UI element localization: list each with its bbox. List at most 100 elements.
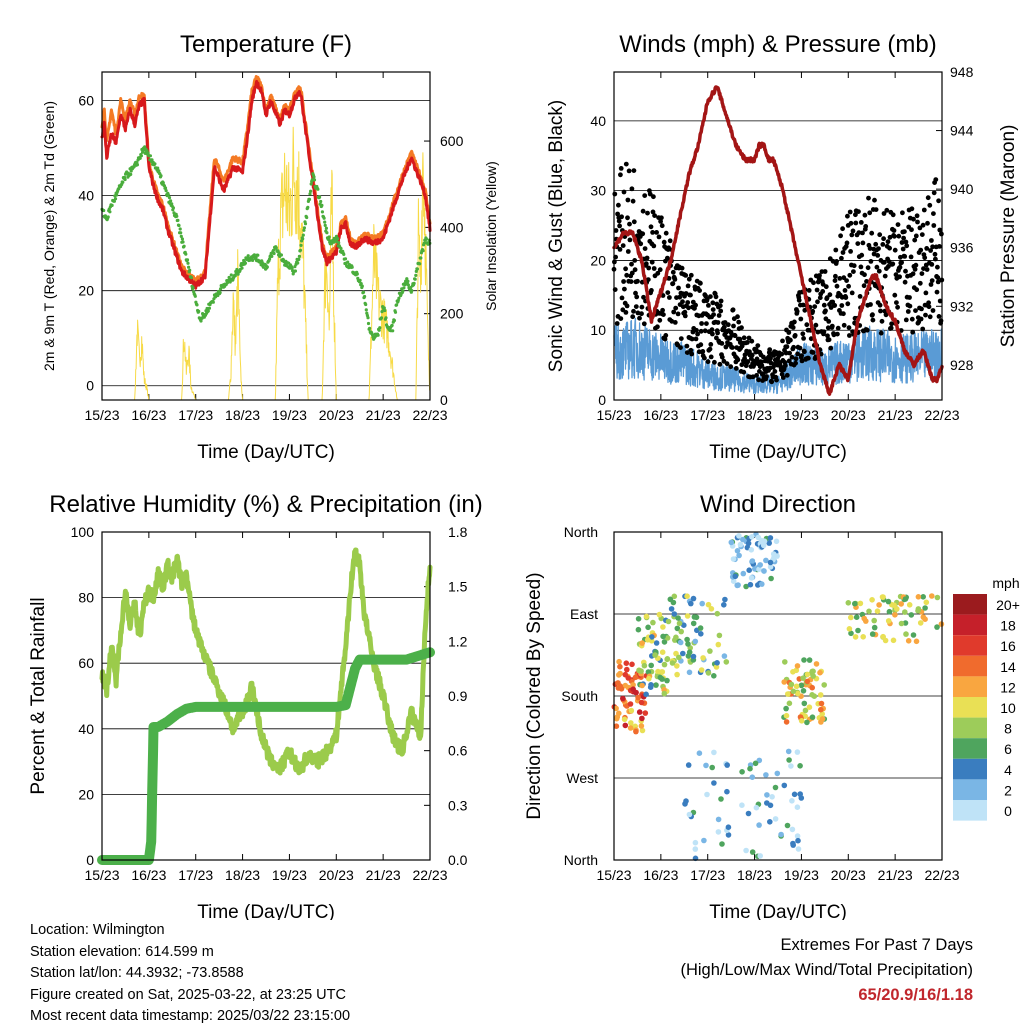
- direction-point: [784, 822, 791, 829]
- dewpoint-point: [393, 310, 398, 314]
- gust-point: [821, 329, 827, 335]
- dewpoint-point: [377, 328, 381, 332]
- gust-point: [808, 336, 814, 342]
- x-tick-label: 19/23: [272, 867, 307, 883]
- direction-point: [767, 559, 774, 566]
- gust-point: [849, 232, 855, 238]
- direction-point: [649, 634, 655, 640]
- direction-point: [874, 608, 881, 614]
- gust-point: [846, 283, 851, 289]
- direction-point: [934, 624, 940, 630]
- dewpoint-point: [135, 163, 139, 167]
- gust-point: [780, 338, 785, 344]
- gust-point: [634, 294, 640, 300]
- dewpoint-point: [236, 272, 240, 276]
- gust-point: [907, 295, 912, 300]
- gust-point: [923, 312, 928, 318]
- dewpoint-point: [177, 223, 181, 228]
- gust-point: [811, 280, 816, 286]
- gust-point: [675, 311, 681, 317]
- y-tick-label: 60: [78, 93, 94, 109]
- dewpoint-point: [240, 266, 244, 270]
- direction-point: [785, 691, 791, 697]
- gust-point: [922, 255, 928, 261]
- dewpoint-point: [129, 172, 133, 176]
- y-tick-label: 40: [78, 721, 94, 737]
- direction-point: [724, 762, 730, 768]
- gust-point: [767, 347, 773, 352]
- gust-point: [903, 239, 909, 245]
- gust-point: [725, 322, 731, 328]
- x-tick-label: 22/23: [924, 407, 959, 423]
- gust-point: [881, 236, 886, 242]
- direction-point: [736, 533, 742, 539]
- gust-point: [736, 319, 742, 325]
- direction-point: [794, 833, 801, 839]
- direction-point: [745, 540, 752, 547]
- station-info: Location: Wilmington Station elevation: …: [30, 920, 350, 1028]
- gust-point: [686, 305, 691, 311]
- y2-tick-label: 944: [950, 123, 974, 139]
- gust-point: [640, 231, 646, 237]
- direction-point: [613, 723, 620, 729]
- gust-point: [645, 277, 651, 282]
- dewpoint-point: [406, 279, 410, 283]
- direction-point: [684, 613, 691, 619]
- dewpoint-point: [268, 257, 272, 261]
- x-tick-label: 21/23: [366, 867, 401, 883]
- direction-point: [790, 669, 796, 675]
- gust-point: [826, 319, 832, 324]
- direction-point: [648, 662, 654, 669]
- direction-point: [890, 637, 897, 644]
- gust-point: [679, 265, 685, 271]
- gust-point: [756, 377, 761, 383]
- dewpoint-point: [193, 294, 197, 298]
- gust-point: [628, 279, 634, 284]
- gust-point: [633, 290, 638, 296]
- direction-point: [628, 707, 635, 714]
- gust-point: [840, 250, 846, 255]
- gust-point: [619, 295, 625, 301]
- gust-point: [626, 168, 632, 174]
- x-tick-label: 18/23: [737, 867, 772, 883]
- direction-point: [724, 788, 730, 795]
- x-tick-label: 17/23: [690, 867, 725, 883]
- gust-point: [801, 336, 806, 341]
- x-tick-label: 17/23: [178, 867, 213, 883]
- gust-point: [612, 191, 618, 197]
- direction-point: [633, 728, 639, 735]
- dewpoint-point: [322, 216, 326, 220]
- gust-point: [872, 197, 877, 203]
- gust-point: [719, 354, 725, 360]
- direction-point: [667, 596, 674, 603]
- gust-point: [912, 266, 918, 272]
- gust-point: [637, 315, 642, 321]
- direction-point: [647, 684, 654, 690]
- direction-point: [794, 663, 801, 669]
- colorbar-swatch: [953, 676, 987, 697]
- direction-point: [740, 570, 747, 577]
- colorbar-label: 20+: [996, 597, 1020, 613]
- gust-point: [630, 198, 636, 204]
- elevation-text: Station elevation: 614.599 m: [30, 943, 214, 960]
- gust-point: [924, 267, 930, 272]
- gust-point: [928, 248, 933, 253]
- direction-point: [638, 699, 645, 706]
- gust-point: [848, 220, 854, 226]
- x-axis-label: Time (Day/UTC): [709, 902, 847, 920]
- gust-point: [713, 294, 719, 300]
- direction-point: [653, 640, 660, 646]
- gust-point: [909, 227, 914, 233]
- direction-point: [639, 682, 645, 689]
- colorbar-swatch: [953, 758, 987, 780]
- dewpoint-point: [412, 281, 416, 285]
- y-tick-label: 20: [78, 786, 94, 802]
- direction-point: [635, 616, 642, 622]
- gust-point: [896, 233, 902, 239]
- direction-point: [716, 632, 723, 639]
- colorbar-swatch: [953, 655, 987, 677]
- direction-point: [876, 602, 882, 608]
- gust-point: [927, 202, 933, 208]
- direction-point: [656, 611, 663, 618]
- direction-point: [790, 688, 797, 695]
